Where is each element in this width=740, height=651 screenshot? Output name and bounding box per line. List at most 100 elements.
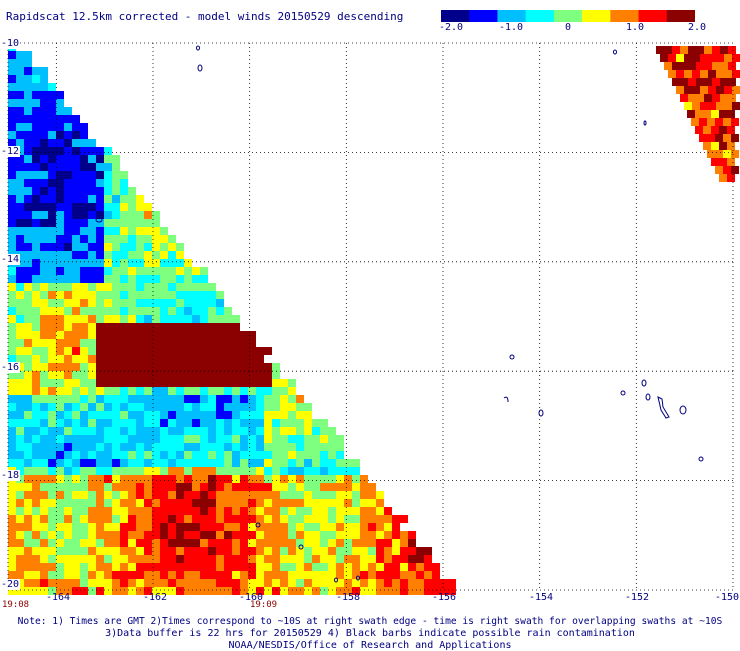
- data-cell: [720, 46, 728, 54]
- data-cell: [256, 467, 264, 475]
- data-cell: [80, 587, 88, 595]
- data-cell: [168, 491, 176, 499]
- data-cell: [96, 227, 104, 235]
- data-cell: [48, 171, 56, 179]
- data-cell: [216, 515, 224, 523]
- data-cell: [296, 483, 304, 491]
- data-cell: [16, 347, 24, 355]
- data-cell: [112, 235, 120, 243]
- data-cell: [152, 243, 160, 251]
- data-cell: [352, 587, 360, 595]
- longitude-label: -154: [528, 592, 554, 603]
- data-cell: [64, 363, 72, 371]
- data-cell: [176, 555, 184, 563]
- data-cell: [24, 267, 32, 275]
- data-cell: [200, 531, 208, 539]
- data-cell: [304, 451, 312, 459]
- data-cell: [40, 459, 48, 467]
- data-cell: [216, 291, 224, 299]
- data-cell: [232, 459, 240, 467]
- data-cell: [80, 459, 88, 467]
- data-cell: [8, 179, 16, 187]
- data-cell: [72, 499, 80, 507]
- data-cell: [24, 579, 32, 587]
- data-cell: [144, 531, 152, 539]
- data-cell: [40, 419, 48, 427]
- data-cell: [712, 78, 720, 86]
- data-cell: [8, 339, 16, 347]
- data-cell: [8, 283, 16, 291]
- data-cell: [684, 70, 692, 78]
- data-cell: [96, 195, 104, 203]
- data-cell: [700, 54, 708, 62]
- data-cell: [136, 315, 144, 323]
- data-cell: [80, 547, 88, 555]
- data-cell: [72, 219, 80, 227]
- data-cell: [168, 523, 176, 531]
- data-cell: [16, 435, 24, 443]
- data-cell: [352, 499, 360, 507]
- data-cell: [176, 435, 184, 443]
- data-cell: [64, 179, 72, 187]
- data-cell: [708, 54, 716, 62]
- data-cell: [120, 443, 128, 451]
- data-cell: [80, 155, 88, 163]
- data-cell: [104, 491, 112, 499]
- data-cell: [160, 403, 168, 411]
- data-cell: [24, 99, 32, 107]
- data-cell: [152, 283, 160, 291]
- data-cell: [96, 299, 104, 307]
- data-cell: [120, 259, 128, 267]
- data-cell: [48, 251, 56, 259]
- data-cell: [48, 155, 56, 163]
- data-cell: [152, 451, 160, 459]
- data-cell: [144, 379, 152, 387]
- data-cell: [328, 475, 336, 483]
- data-cell: [208, 363, 216, 371]
- data-cell: [224, 403, 232, 411]
- data-cell: [80, 371, 88, 379]
- data-cell: [8, 163, 16, 171]
- data-cell: [152, 347, 160, 355]
- data-cell: [176, 243, 184, 251]
- data-cell: [8, 555, 16, 563]
- data-cell: [96, 147, 104, 155]
- data-cell: [128, 507, 136, 515]
- data-cell: [144, 251, 152, 259]
- data-cell: [312, 563, 320, 571]
- data-cell: [64, 579, 72, 587]
- data-cell: [104, 499, 112, 507]
- data-cell: [296, 411, 304, 419]
- data-cell: [40, 235, 48, 243]
- data-cell: [320, 531, 328, 539]
- data-cell: [200, 419, 208, 427]
- data-cell: [112, 555, 120, 563]
- data-cell: [112, 307, 120, 315]
- data-cell: [8, 379, 16, 387]
- data-cell: [8, 275, 16, 283]
- data-cell: [88, 259, 96, 267]
- data-cell: [304, 403, 312, 411]
- data-cell: [216, 323, 224, 331]
- data-cell: [280, 379, 288, 387]
- data-cell: [96, 355, 104, 363]
- data-cell: [240, 531, 248, 539]
- data-cell: [144, 283, 152, 291]
- data-cell: [256, 555, 264, 563]
- data-cell: [120, 563, 128, 571]
- data-cell: [80, 339, 88, 347]
- data-cell: [280, 451, 288, 459]
- data-cell: [32, 163, 40, 171]
- data-cell: [8, 91, 16, 99]
- data-cell: [288, 435, 296, 443]
- data-cell: [24, 147, 32, 155]
- data-cell: [88, 547, 96, 555]
- data-cell: [368, 515, 376, 523]
- data-cell: [176, 467, 184, 475]
- data-cell: [160, 531, 168, 539]
- data-cell: [120, 459, 128, 467]
- data-cell: [80, 563, 88, 571]
- data-cell: [248, 563, 256, 571]
- data-cell: [296, 499, 304, 507]
- data-cell: [8, 107, 16, 115]
